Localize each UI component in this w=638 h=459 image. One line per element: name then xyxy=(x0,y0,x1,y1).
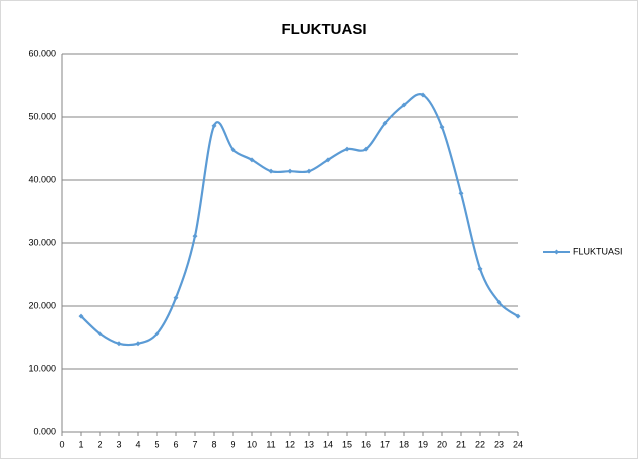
x-tick-label: 15 xyxy=(342,439,352,449)
x-tick-label: 10 xyxy=(247,439,257,449)
marker xyxy=(306,168,312,174)
x-tick-label: 18 xyxy=(399,439,409,449)
x-tick-label: 17 xyxy=(380,439,390,449)
marker xyxy=(382,120,388,126)
x-tick-label: 22 xyxy=(475,439,485,449)
y-tick-label: 10.000 xyxy=(28,363,56,373)
marker xyxy=(363,146,369,152)
x-tick-label: 21 xyxy=(456,439,466,449)
marker xyxy=(192,233,198,239)
x-tick-label: 16 xyxy=(361,439,371,449)
x-tick-label: 1 xyxy=(78,439,83,449)
marker xyxy=(249,157,255,163)
x-tick-label: 7 xyxy=(192,439,197,449)
chart-title: FLUKTUASI xyxy=(282,21,367,38)
x-tick-label: 24 xyxy=(513,439,523,449)
x-tick-label: 11 xyxy=(266,439,275,449)
x-tick-label: 5 xyxy=(154,439,159,449)
x-tick-label: 20 xyxy=(437,439,447,449)
marker xyxy=(116,341,122,347)
x-tick-label: 12 xyxy=(285,439,295,449)
marker xyxy=(154,331,160,337)
marker xyxy=(439,124,445,130)
marker xyxy=(268,168,274,174)
y-tick-label: 0.000 xyxy=(33,426,56,436)
marker xyxy=(325,157,331,163)
x-tick-label: 9 xyxy=(230,439,235,449)
y-tick-label: 40.000 xyxy=(28,174,56,184)
marker xyxy=(344,146,350,152)
x-tick-label: 4 xyxy=(135,439,140,449)
marker xyxy=(515,313,521,319)
x-tick-label: 6 xyxy=(173,439,178,449)
marker xyxy=(78,313,84,319)
x-tick-label: 0 xyxy=(59,439,64,449)
x-tick-label: 13 xyxy=(304,439,314,449)
x-tick-label: 2 xyxy=(97,439,102,449)
marker xyxy=(496,299,502,305)
legend-label: FLUKTUASI xyxy=(573,246,623,256)
marker xyxy=(420,92,426,98)
x-tick-label: 19 xyxy=(418,439,428,449)
marker xyxy=(230,147,236,153)
x-tick-label: 8 xyxy=(211,439,216,449)
marker xyxy=(173,295,179,301)
marker xyxy=(211,123,217,129)
x-tick-label: 3 xyxy=(116,439,121,449)
x-tick-label: 14 xyxy=(323,439,333,449)
marker xyxy=(401,102,407,108)
marker xyxy=(477,266,483,272)
y-tick-label: 30.000 xyxy=(28,237,56,247)
y-tick-label: 60.000 xyxy=(28,48,56,58)
y-tick-label: 20.000 xyxy=(28,300,56,310)
marker xyxy=(135,341,141,347)
y-tick-label: 50.000 xyxy=(28,111,56,121)
x-tick-label: 23 xyxy=(494,439,504,449)
marker xyxy=(287,168,293,174)
marker xyxy=(458,190,464,196)
legend-marker xyxy=(554,249,559,255)
marker xyxy=(97,331,103,337)
